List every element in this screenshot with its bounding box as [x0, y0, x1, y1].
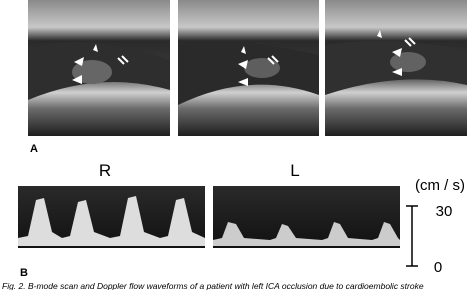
side-label: L — [290, 161, 299, 180]
doppler-image — [213, 186, 400, 248]
side-label: R — [99, 161, 111, 180]
panel-label: B — [20, 267, 28, 279]
scale-bottom: 0 — [434, 259, 442, 276]
caption: Fig. 2. B-mode scan and Doppler flow wav… — [2, 281, 424, 290]
plaque — [244, 58, 280, 78]
panel-label: A — [30, 143, 38, 155]
scale-bar — [406, 205, 418, 267]
waveform — [213, 222, 400, 246]
plaque — [390, 52, 426, 72]
scale-top: 30 — [436, 203, 453, 220]
scale-unit: (cm / s) — [415, 177, 465, 194]
bmode-images — [28, 0, 467, 136]
arrows — [72, 30, 416, 86]
waveform — [18, 196, 205, 246]
